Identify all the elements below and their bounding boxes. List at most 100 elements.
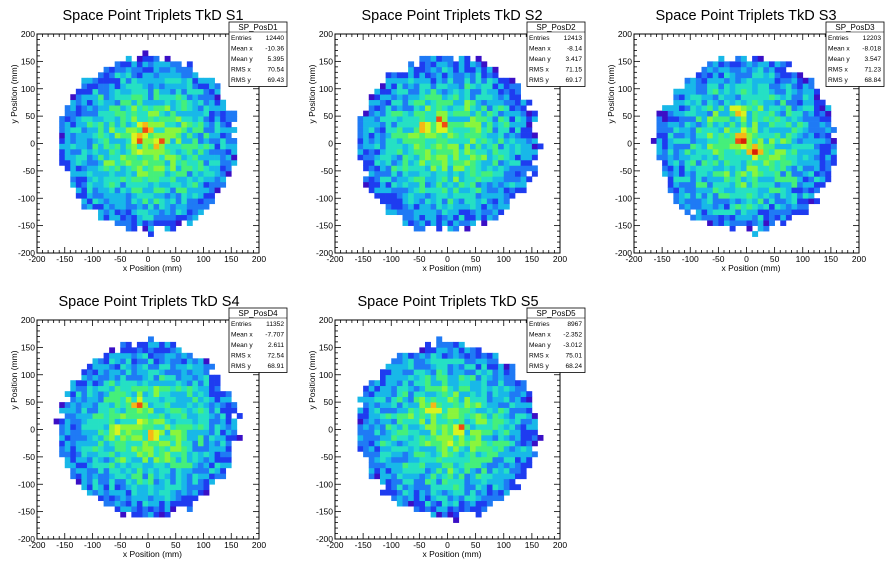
heatmap-cell: [724, 181, 730, 188]
heatmap-cell: [464, 121, 471, 128]
heatmap-cell: [419, 55, 426, 62]
heatmap-cell: [209, 198, 215, 205]
heatmap-cell: [64, 445, 71, 452]
heatmap-cell: [503, 121, 510, 128]
heatmap-cell: [136, 456, 143, 463]
heatmap-cell: [453, 127, 460, 133]
heatmap-cell: [724, 138, 730, 144]
heatmap-cell: [515, 385, 521, 392]
heatmap-cell: [368, 154, 375, 161]
heatmap-cell: [142, 413, 149, 419]
heatmap-cell: [475, 88, 482, 95]
heatmap-cell: [470, 83, 476, 90]
heatmap-cell: [470, 138, 476, 144]
heatmap-cell: [159, 495, 165, 502]
heatmap-cell: [679, 148, 685, 155]
heatmap-cell: [740, 148, 747, 155]
heatmap-cell: [453, 380, 460, 387]
heatmap-cell: [98, 407, 104, 414]
heatmap-cell: [186, 105, 193, 111]
heatmap-cell: [203, 451, 210, 458]
heatmap-cell: [136, 154, 143, 161]
heatmap-cell: [492, 192, 499, 199]
heatmap-cell: [186, 121, 193, 128]
heatmap-cell: [159, 72, 165, 79]
heatmap-cell: [98, 165, 104, 172]
heatmap-cell: [175, 484, 182, 491]
heatmap-cell: [413, 396, 420, 403]
heatmap-cell: [464, 429, 471, 436]
heatmap-cell: [114, 402, 121, 408]
heatmap-cell: [458, 148, 465, 155]
heatmap-cell: [718, 181, 725, 188]
heatmap-cell: [159, 83, 165, 90]
heatmap-cell: [808, 192, 815, 199]
heatmap-cell: [64, 154, 71, 161]
heatmap-cell: [59, 154, 66, 161]
heatmap-cell: [402, 391, 409, 397]
heatmap-cell: [425, 341, 431, 348]
heatmap-cell: [413, 99, 420, 106]
heatmap-cell: [98, 418, 104, 425]
heatmap-cell: [520, 385, 527, 392]
heatmap-cell: [475, 110, 482, 117]
heatmap-cell: [729, 105, 736, 111]
heatmap-cell: [464, 154, 471, 161]
heatmap-cell: [470, 159, 476, 166]
heatmap-cell: [503, 434, 510, 441]
heatmap-cell: [136, 341, 143, 348]
heatmap-cell: [148, 159, 154, 166]
heatmap-cell: [70, 132, 77, 139]
heatmap-cell: [192, 192, 199, 199]
heatmap-cell: [752, 148, 759, 155]
heatmap-cell: [520, 159, 527, 166]
heatmap-cell: [486, 154, 493, 161]
heatmap-cell: [425, 220, 431, 226]
heatmap-cell: [148, 352, 154, 359]
heatmap-cell: [181, 66, 188, 73]
heatmap-cell: [526, 116, 533, 122]
heatmap-cell: [109, 159, 116, 166]
heatmap-cell: [509, 484, 516, 491]
heatmap-cell: [396, 424, 403, 430]
heatmap-cell: [368, 396, 375, 403]
heatmap-cell: [486, 363, 493, 370]
heatmap-cell: [203, 159, 210, 166]
heatmap-cell: [225, 424, 232, 430]
heatmap-cell: [374, 170, 381, 177]
heatmap-cell: [220, 413, 227, 419]
heatmap-cell: [464, 83, 471, 90]
heatmap-cell: [92, 88, 99, 95]
heatmap-cell: [701, 121, 708, 128]
heatmap-cell: [75, 473, 82, 480]
heatmap-cell: [492, 363, 499, 370]
heatmap-cell: [153, 391, 160, 397]
heatmap-cell: [192, 418, 199, 425]
heatmap-cell: [707, 110, 714, 117]
heatmap-cell: [363, 429, 370, 436]
y-tick-label: 100: [319, 84, 333, 94]
heatmap-cell: [509, 440, 516, 447]
heatmap-cell: [453, 451, 460, 458]
heatmap-cell: [413, 94, 420, 101]
heatmap-cell: [214, 418, 221, 425]
heatmap-cell: [486, 380, 493, 387]
heatmap-cell: [769, 105, 775, 111]
heatmap-cell: [225, 170, 232, 177]
heatmap-cell: [498, 456, 505, 463]
heatmap-cell: [86, 187, 93, 194]
heatmap-cell: [142, 159, 149, 166]
heatmap-cell: [458, 83, 465, 90]
heatmap-cell: [148, 143, 154, 150]
heatmap-cell: [153, 181, 160, 188]
heatmap-cell: [142, 66, 149, 73]
heatmap-cell: [752, 72, 759, 79]
heatmap-cell: [447, 445, 454, 452]
heatmap-cell: [120, 473, 127, 480]
heatmap-cell: [98, 473, 104, 480]
heatmap-cell: [458, 203, 465, 210]
heatmap-cell: [808, 143, 815, 150]
heatmap-cell: [81, 434, 88, 441]
heatmap-cell: [380, 99, 386, 106]
